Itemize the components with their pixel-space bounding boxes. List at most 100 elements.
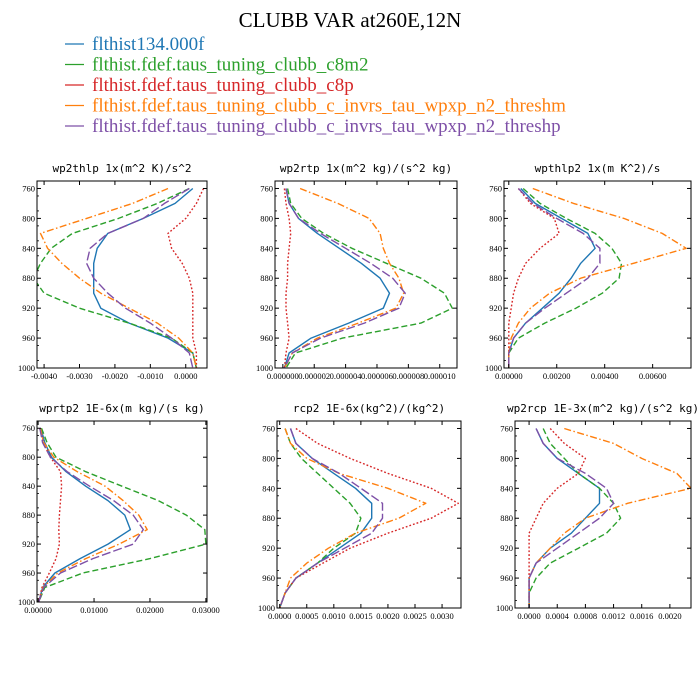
series-line-2 [279, 428, 362, 608]
series-line-4 [528, 427, 691, 608]
series-line-1 [528, 428, 601, 608]
plot-frame [503, 180, 692, 369]
series-line-4 [508, 187, 687, 368]
legend-label-5: flthist.fdef.taus_tuning_clubb_c_invrs_t… [92, 116, 561, 137]
legend-label-1: flthist134.000f [92, 34, 205, 55]
panel-title: wp2thlp 1x(m^2 K)/s^2 [52, 162, 191, 175]
legend: flthist134.000fflthist.fdef.taus_tuning_… [65, 34, 566, 137]
series-line-3 [283, 188, 292, 368]
x-tick-label: 0.000000 [267, 371, 299, 381]
y-tick-label: 760 [262, 423, 275, 433]
y-tick-label: 840 [262, 483, 275, 493]
figure-title: CLUBB VAR at260E,12N [239, 8, 462, 32]
series-line-1 [38, 428, 132, 602]
panel-title: wp2rtp 1x(m^2 kg)/(s^2 kg) [280, 162, 452, 175]
y-tick-label: 800 [22, 452, 35, 462]
panel-title: wp2rcp 1E-3x(m^2 kg)/(s^2 kg) [507, 402, 699, 415]
y-tick-label: 920 [22, 303, 35, 313]
series-line-4 [39, 187, 198, 368]
y-tick-label: 960 [22, 568, 35, 578]
x-tick-label: 0.0025 [403, 611, 426, 621]
y-tick-label: 920 [500, 543, 513, 553]
y-tick-label: 760 [500, 423, 513, 433]
y-tick-label: 960 [489, 333, 502, 343]
plot-frame [274, 180, 458, 369]
series-line-5 [283, 188, 406, 368]
panel-title: wpthlp2 1x(m K^2)/s [535, 162, 661, 175]
panel-4: wprtp2 1E-6x(m kg)/(s kg) 760 800 840 880 920… [18, 402, 220, 615]
x-tick-label: 0.0030 [430, 611, 453, 621]
x-tick-label: 0.02000 [136, 605, 164, 615]
series-line-2 [528, 428, 622, 608]
series-line-5 [508, 188, 601, 368]
series-line-4 [283, 187, 405, 368]
y-tick-label: 880 [22, 510, 35, 520]
y-tick-label: 800 [262, 453, 275, 463]
x-tick-label: 0.0016 [630, 611, 653, 621]
x-tick-label: 0.000006 [361, 371, 393, 381]
y-tick-label: 880 [260, 273, 273, 283]
series-line-4 [38, 428, 148, 602]
y-tick-label: 840 [22, 243, 35, 253]
y-tick-label: 800 [500, 453, 513, 463]
series-line-5 [38, 428, 145, 602]
y-tick-label: 960 [500, 573, 513, 583]
y-tick-label: 960 [262, 573, 275, 583]
legend-label-2: flthist.fdef.taus_tuning_clubb_c8m2 [92, 55, 369, 76]
x-tick-label: 0.0010 [322, 611, 345, 621]
series-line-2 [38, 427, 207, 602]
y-tick-label: 800 [260, 213, 273, 223]
y-tick-label: 760 [22, 183, 35, 193]
x-tick-label: 0.0015 [349, 611, 372, 621]
y-tick-label: 920 [260, 303, 273, 313]
y-tick-label: 1000 [18, 597, 35, 607]
legend-label-4: flthist.fdef.taus_tuning_clubb_c_invrs_t… [92, 96, 566, 117]
x-tick-label: -0.0010 [137, 371, 163, 381]
x-tick-label: 0.0008 [574, 611, 597, 621]
x-tick-label: 0.000010 [424, 371, 456, 381]
panel-title: rcp2 1E-6x(kg^2)/(kg^2) [293, 402, 445, 415]
series-line-2 [508, 187, 623, 368]
x-tick-label: 0.0004 [546, 611, 570, 621]
panel-6: wp2rcp 1E-3x(m^2 kg)/(s^2 kg) 760 800 840 88… [496, 402, 699, 621]
x-tick-label: -0.0040 [31, 371, 57, 381]
x-tick-label: 0.03000 [192, 605, 220, 615]
y-tick-label: 840 [260, 243, 273, 253]
series-line-5 [85, 187, 194, 368]
x-tick-label: 0.01000 [80, 605, 108, 615]
y-tick-label: 880 [22, 273, 35, 283]
series-line-3 [167, 188, 205, 368]
series-line-3 [279, 427, 459, 608]
x-tick-label: 0.0005 [295, 611, 318, 621]
legend-label-3: flthist.fdef.taus_tuning_clubb_c8p [92, 75, 354, 96]
y-tick-label: 840 [500, 483, 513, 493]
x-tick-label: -0.0030 [66, 371, 92, 381]
y-tick-label: 920 [22, 539, 35, 549]
panel-2: wp2rtp 1x(m^2 kg)/(s^2 kg) 760 800 840 880 92… [256, 162, 458, 381]
x-tick-label: 0.000004 [330, 371, 363, 381]
y-tick-label: 840 [22, 481, 35, 491]
series-line-3 [528, 428, 587, 608]
y-tick-label: 920 [262, 543, 275, 553]
x-tick-label: 0.00000 [495, 371, 523, 381]
x-tick-label: 0.000002 [298, 371, 330, 381]
x-tick-label: 0.0012 [602, 611, 625, 621]
y-tick-label: 880 [500, 513, 513, 523]
y-tick-label: 760 [260, 183, 273, 193]
x-tick-label: 0.0000 [517, 611, 540, 621]
series-line-2 [285, 188, 453, 368]
y-tick-label: 760 [22, 423, 35, 433]
y-tick-label: 1000 [18, 363, 35, 373]
series-line-5 [528, 428, 615, 608]
x-tick-label: 0.0020 [658, 611, 681, 621]
x-tick-label: 0.00000 [24, 605, 52, 615]
panel-3: wpthlp2 1x(m K^2)/s 760 800 840 880 920 960 100… [485, 162, 692, 381]
y-tick-label: 800 [489, 213, 502, 223]
x-tick-label: 0.0000 [174, 371, 197, 381]
y-tick-label: 1000 [258, 603, 275, 613]
series-line-2 [37, 187, 198, 368]
plot-frame [36, 180, 208, 369]
panel-5: rcp2 1E-6x(kg^2)/(kg^2) 760 800 840 880 920 96… [258, 402, 462, 621]
y-tick-label: 880 [489, 273, 502, 283]
